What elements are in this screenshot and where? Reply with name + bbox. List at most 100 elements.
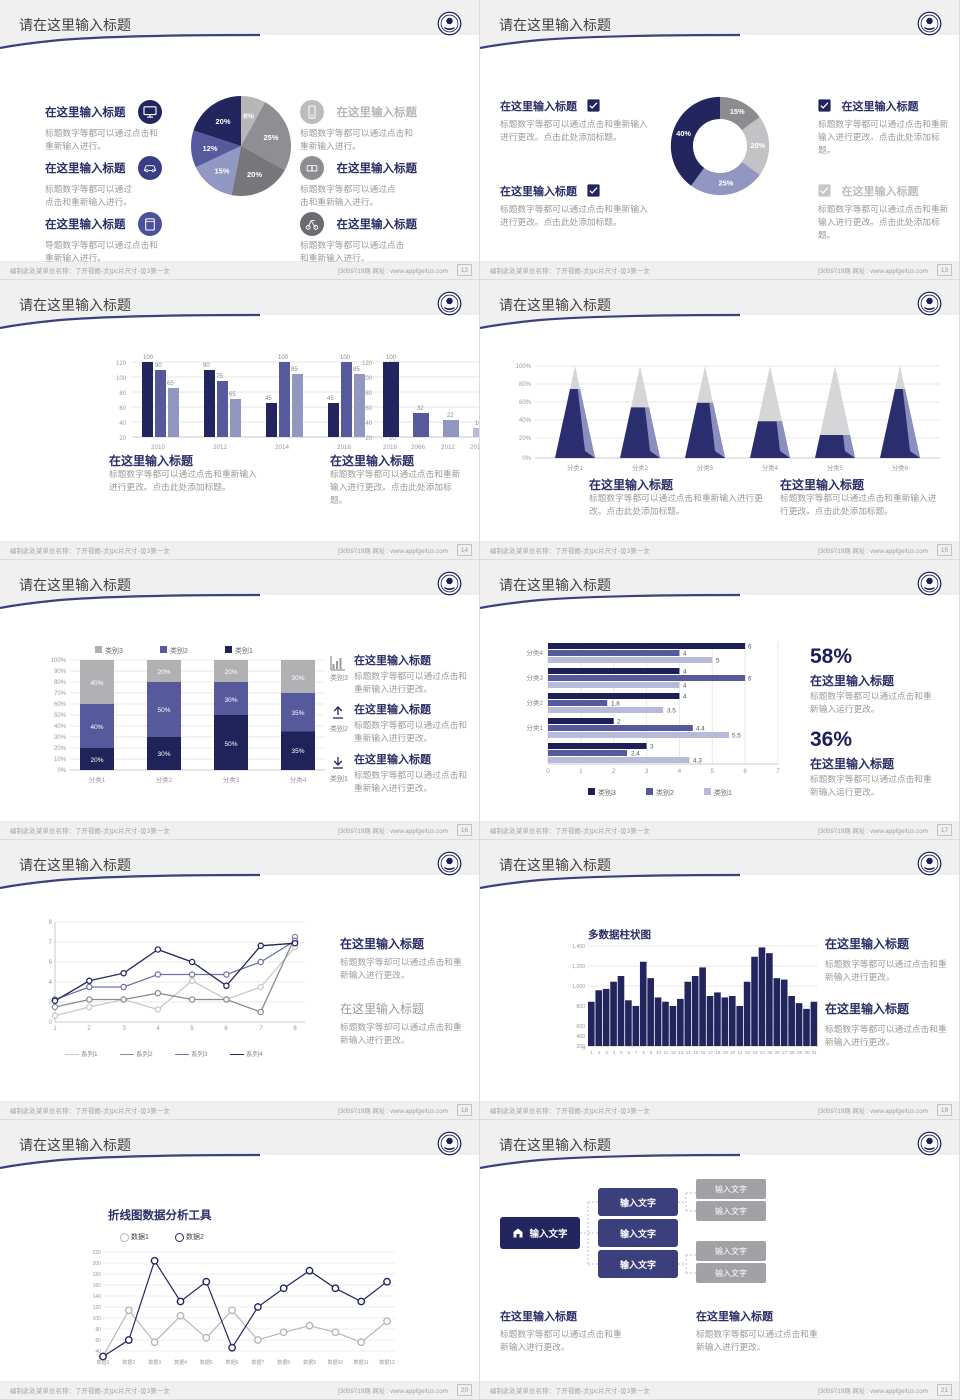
- svg-text:数据5: 数据5: [200, 1359, 213, 1366]
- svg-text:分类2: 分类2: [632, 463, 649, 472]
- svg-text:1.8: 1.8: [611, 701, 620, 708]
- svg-text:40: 40: [119, 421, 126, 427]
- svg-text:10%: 10%: [54, 757, 67, 763]
- svg-text:3: 3: [122, 1026, 126, 1032]
- svg-text:2014: 2014: [275, 444, 290, 451]
- svg-text:12: 12: [671, 1050, 677, 1055]
- svg-text:1,200: 1,200: [572, 964, 585, 970]
- svg-text:40%: 40%: [90, 680, 103, 687]
- svg-text:8: 8: [293, 1026, 297, 1032]
- svg-text:65: 65: [229, 392, 236, 398]
- svg-text:数据9: 数据9: [303, 1359, 316, 1366]
- svg-text:3.5: 3.5: [667, 708, 676, 715]
- svg-text:25%: 25%: [719, 178, 734, 187]
- svg-text:30%: 30%: [54, 735, 67, 741]
- svg-text:数据6: 数据6: [226, 1359, 239, 1366]
- svg-text:6: 6: [628, 1050, 631, 1055]
- svg-text:6: 6: [748, 676, 752, 683]
- svg-text:1: 1: [590, 1050, 593, 1055]
- svg-text:分类1: 分类1: [89, 775, 106, 784]
- svg-text:5: 5: [190, 1026, 194, 1032]
- svg-text:29: 29: [797, 1050, 803, 1055]
- svg-text:30%: 30%: [157, 751, 170, 758]
- svg-text:分类6: 分类6: [892, 463, 909, 472]
- svg-text:4.4: 4.4: [696, 726, 705, 733]
- svg-text:7: 7: [259, 1026, 263, 1032]
- svg-text:90: 90: [155, 363, 162, 369]
- svg-text:25: 25: [767, 1050, 773, 1055]
- svg-text:45: 45: [327, 396, 334, 402]
- svg-text:35%: 35%: [291, 710, 304, 717]
- svg-text:4.3: 4.3: [693, 758, 702, 765]
- svg-text:分类3: 分类3: [526, 673, 543, 682]
- svg-text:5: 5: [620, 1050, 623, 1055]
- svg-text:40%: 40%: [90, 724, 103, 731]
- svg-text:220: 220: [93, 1250, 102, 1256]
- svg-text:分类2: 分类2: [526, 698, 543, 707]
- svg-text:20%: 20%: [90, 757, 103, 764]
- svg-text:分类2: 分类2: [156, 775, 173, 784]
- svg-text:18: 18: [715, 1050, 721, 1055]
- svg-text:2018: 2018: [470, 444, 480, 451]
- svg-text:2012: 2012: [213, 444, 228, 451]
- svg-text:数据7: 数据7: [252, 1359, 265, 1366]
- svg-text:400: 400: [576, 1034, 585, 1040]
- svg-text:11: 11: [664, 1050, 669, 1055]
- svg-text:27: 27: [782, 1050, 788, 1055]
- svg-text:20: 20: [365, 436, 372, 442]
- svg-text:2.4: 2.4: [631, 751, 640, 758]
- svg-text:0%: 0%: [57, 768, 66, 774]
- svg-text:600: 600: [576, 1024, 585, 1030]
- svg-text:30: 30: [804, 1050, 810, 1055]
- svg-text:21: 21: [738, 1050, 744, 1055]
- svg-text:100: 100: [362, 376, 373, 382]
- svg-text:分类4: 分类4: [526, 648, 543, 657]
- svg-text:2: 2: [612, 768, 616, 775]
- svg-text:120: 120: [93, 1305, 102, 1311]
- svg-text:22: 22: [745, 1050, 751, 1055]
- svg-text:1,000: 1,000: [572, 984, 585, 990]
- svg-text:分类3: 分类3: [223, 775, 240, 784]
- svg-text:1: 1: [579, 768, 583, 775]
- svg-text:65: 65: [167, 381, 174, 387]
- svg-text:6: 6: [743, 768, 747, 775]
- svg-text:1,400: 1,400: [572, 944, 585, 950]
- svg-text:3: 3: [650, 744, 654, 751]
- svg-text:85: 85: [353, 367, 360, 373]
- svg-text:数据4: 数据4: [174, 1359, 187, 1366]
- svg-text:50%: 50%: [157, 707, 170, 714]
- svg-text:0%: 0%: [522, 456, 531, 462]
- svg-text:4: 4: [683, 669, 687, 676]
- svg-text:5: 5: [716, 658, 720, 665]
- svg-text:120: 120: [116, 361, 127, 367]
- svg-text:2066: 2066: [411, 444, 426, 451]
- svg-text:20%: 20%: [247, 170, 262, 179]
- svg-text:4: 4: [156, 1026, 160, 1032]
- svg-text:25%: 25%: [263, 133, 278, 142]
- svg-text:31: 31: [812, 1050, 818, 1055]
- svg-text:6: 6: [748, 644, 752, 651]
- svg-text:15: 15: [693, 1050, 699, 1055]
- svg-text:80: 80: [95, 1327, 101, 1333]
- svg-text:6: 6: [224, 1026, 228, 1032]
- svg-text:80%: 80%: [54, 680, 67, 686]
- svg-text:32: 32: [417, 406, 424, 412]
- svg-text:60: 60: [95, 1338, 101, 1344]
- svg-text:35%: 35%: [291, 748, 304, 755]
- svg-text:100%: 100%: [51, 658, 67, 664]
- svg-text:50%: 50%: [224, 741, 237, 748]
- svg-text:17: 17: [708, 1050, 714, 1055]
- svg-text:40%: 40%: [676, 129, 691, 138]
- svg-text:0: 0: [582, 1046, 585, 1052]
- svg-text:15%: 15%: [730, 107, 745, 116]
- svg-text:2012: 2012: [441, 444, 456, 451]
- svg-text:80%: 80%: [519, 382, 532, 388]
- svg-text:60: 60: [365, 406, 372, 412]
- svg-text:60: 60: [119, 406, 126, 412]
- svg-text:100: 100: [116, 376, 127, 382]
- svg-text:20%: 20%: [750, 141, 765, 150]
- svg-text:2: 2: [617, 719, 621, 726]
- svg-text:20%: 20%: [157, 669, 170, 676]
- svg-text:20: 20: [119, 436, 126, 442]
- svg-text:28: 28: [789, 1050, 795, 1055]
